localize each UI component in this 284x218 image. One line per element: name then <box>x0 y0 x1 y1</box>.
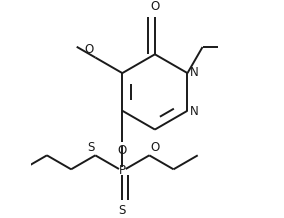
Text: S: S <box>87 141 94 154</box>
Text: O: O <box>118 144 127 157</box>
Text: O: O <box>151 141 160 154</box>
Text: N: N <box>190 105 199 118</box>
Text: O: O <box>84 43 94 56</box>
Text: S: S <box>119 204 126 217</box>
Text: N: N <box>190 66 199 78</box>
Text: P: P <box>119 164 126 177</box>
Text: O: O <box>150 0 160 14</box>
